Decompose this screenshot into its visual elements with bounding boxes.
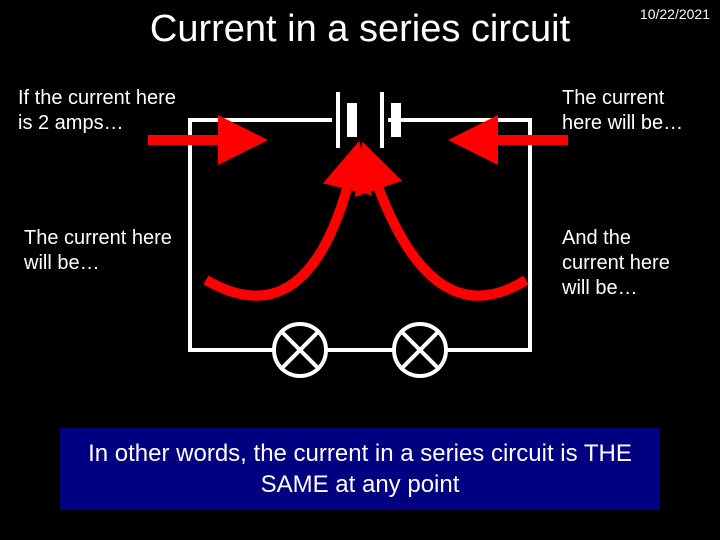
current-arrows xyxy=(148,140,568,296)
conclusion-text: In other words, the current in a series … xyxy=(88,440,632,498)
page-title: Current in a series circuit xyxy=(0,0,720,51)
circuit-diagram xyxy=(0,80,720,440)
conclusion-box: In other words, the current in a series … xyxy=(60,428,660,510)
date-text: 10/22/2021 xyxy=(640,6,710,22)
